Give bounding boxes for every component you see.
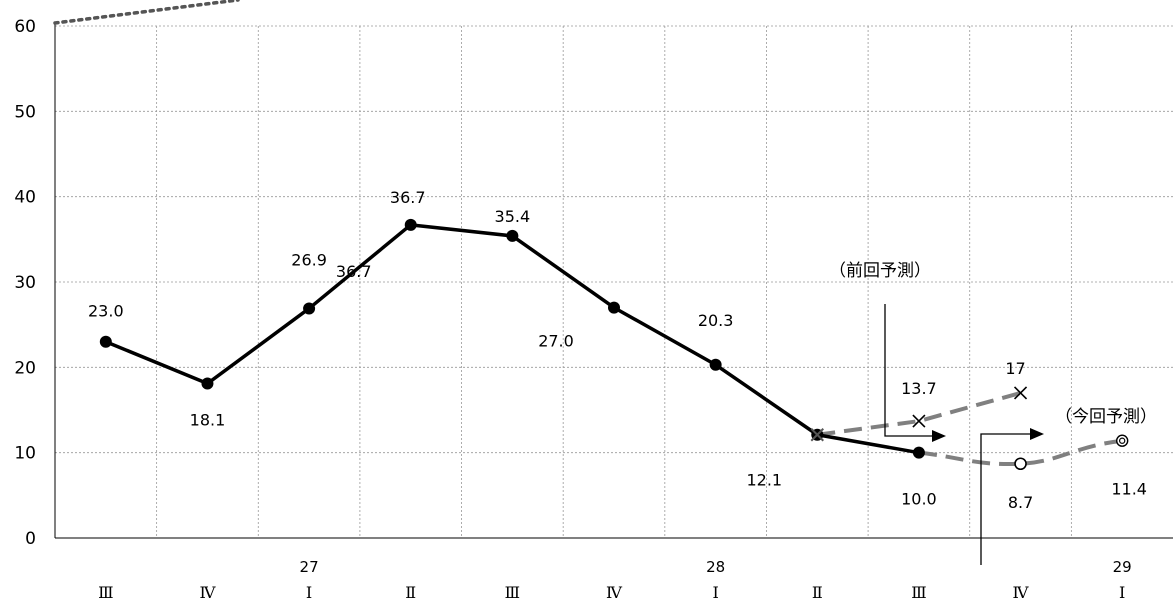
gridlines [55,25,1173,538]
y-tick-label: 30 [14,273,36,293]
current-forecast-circle [1014,457,1027,471]
actual-point [709,358,722,371]
prev-forecast-cross [1013,386,1028,400]
axes: 0 10 20 30 40 50 60 Ⅲ Ⅳ Ⅰ Ⅱ Ⅲ Ⅳ Ⅰ Ⅱ Ⅲ Ⅳ Ⅰ 27 28 29 [14,0,1173,602]
series-lines [105,223,1123,467]
y-tick-label: 10 [14,444,36,464]
y-tick-label: 0 [25,529,36,549]
year-label: 29 [1113,558,1132,576]
actual-point [303,302,316,315]
x-tick-label: Ⅰ [1119,583,1125,602]
extra-data-label: 36.7 [336,262,372,281]
previous-forecast-bracket [884,304,932,437]
x-tick-label: Ⅱ [812,583,823,602]
current-forecast-label: 8.7 [1008,493,1033,512]
current-forecast-label: 11.4 [1111,480,1147,499]
current-forecast-line [918,438,1123,467]
actual-data-label: 26.9 [291,250,327,269]
previous-forecast-label: 13.7 [901,379,937,398]
actual-point [608,301,620,314]
x-tick-label: Ⅰ [306,583,312,602]
x-tick-label: Ⅲ [505,583,520,602]
current-forecast-inner-circle [1118,437,1126,444]
previous-forecast-label: 17 [1005,359,1025,378]
actual-data-label: 23.0 [88,302,124,321]
actual-point [912,446,925,459]
labels: 23.0 18.1 26.9 36.7 35.4 27.0 20.3 12.1 10.0 13.7… [88,188,1157,512]
y-tick-label: 20 [14,358,36,378]
current-forecast-annotation: （今回予測） [1055,407,1157,427]
x-tick-label: Ⅲ [911,583,926,602]
x-tick-label: Ⅳ [199,583,216,602]
previous-forecast-line [817,391,1022,437]
actual-data-label: 10.0 [901,490,937,509]
actual-point [201,377,214,390]
top-dotted-stroke [53,0,240,25]
y-tick-label: 40 [14,188,36,208]
current-forecast-bracket [980,433,1030,565]
x-tick-label: Ⅱ [405,583,416,602]
x-tick-label: Ⅳ [1013,583,1030,602]
current-forecast-arrowhead [1030,428,1044,440]
actual-data-label: 36.7 [390,188,426,207]
actual-data-label: 12.1 [746,471,782,490]
prev-forecast-cross [912,414,926,428]
actual-line [105,223,920,455]
year-label: 27 [300,558,319,576]
y-tick-label: 60 [14,17,36,37]
actual-point [99,335,112,348]
forecast-arrows [884,304,1044,565]
actual-point [506,229,519,242]
year-label: 28 [706,558,725,576]
previous-forecast-annotation: （前回予測） [829,261,931,281]
y-tick-label: 50 [14,102,36,122]
x-tick-label: Ⅲ [98,583,113,602]
markers [99,218,1129,471]
x-tick-label: Ⅰ [712,583,718,602]
prev-forecast-start-marker [810,428,824,442]
actual-data-label: 27.0 [538,332,574,351]
x-tick-label: Ⅳ [606,583,623,602]
actual-point [404,218,417,231]
previous-forecast-arrowhead [932,430,946,442]
actual-data-label: 18.1 [190,411,226,430]
actual-data-label: 20.3 [698,311,734,330]
actual-data-label: 35.4 [495,207,531,226]
